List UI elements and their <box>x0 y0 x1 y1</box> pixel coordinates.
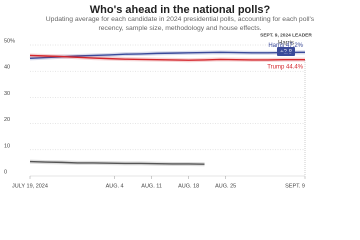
y-tick-label: 40 <box>4 65 10 71</box>
leader-title: SEPT. 9, 2024 LEADER <box>260 32 312 38</box>
series-line <box>29 54 305 61</box>
y-tick-label: 0 <box>4 169 7 175</box>
y-tick-label: 20 <box>4 117 10 123</box>
chart-title: Who's ahead in the national polls? <box>90 4 271 16</box>
x-tick-label: SEPT. 9 <box>285 183 305 189</box>
x-tick-label: AUG. 18 <box>178 183 199 189</box>
y-tick-label: 50% <box>4 38 15 44</box>
series-line <box>29 51 305 60</box>
leader-name: Harris <box>278 41 294 47</box>
x-tick-label: AUG. 4 <box>106 183 124 189</box>
y-tick-label: 10 <box>4 143 10 149</box>
background <box>0 0 360 202</box>
series-line <box>29 160 205 165</box>
subtitle-box: Updating average for each candidate in 2… <box>45 16 315 32</box>
chart-subtitle: Updating average for each candidate in 2… <box>45 16 315 32</box>
x-tick-label: AUG. 25 <box>215 183 236 189</box>
series-label: Trump 44.4% <box>267 64 303 70</box>
chart: Who's ahead in the national polls? Updat… <box>0 0 360 202</box>
series-label: Harris 47.2% <box>268 43 303 49</box>
leader-badge <box>277 47 295 56</box>
x-tick-label: JULY 19, 2024 <box>12 183 48 189</box>
x-tick-label: AUG. 11 <box>141 183 162 189</box>
y-tick-label: 30 <box>4 91 10 97</box>
